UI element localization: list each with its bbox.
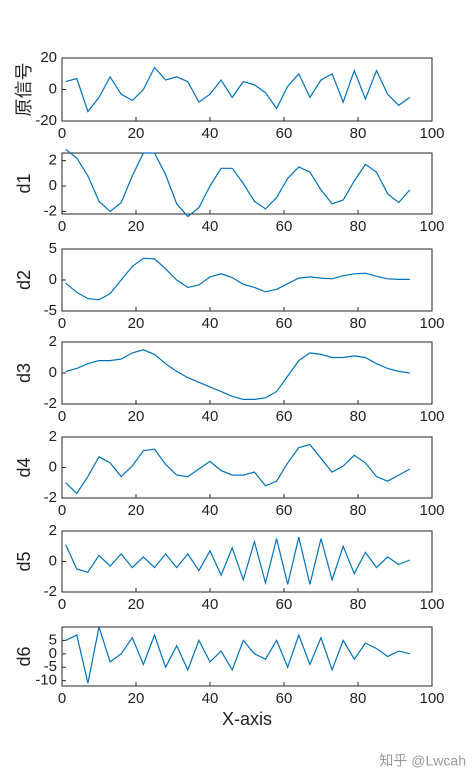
x-tick-label: 100	[419, 315, 444, 332]
x-tick-label: 20	[128, 315, 145, 332]
x-tick-label: 100	[419, 218, 444, 235]
x-tick-label: 60	[276, 218, 293, 235]
y-axis-label: d3	[14, 363, 34, 383]
x-tick-label: 0	[58, 690, 66, 707]
x-tick-label: 80	[350, 218, 367, 235]
x-tick-label: 40	[202, 502, 219, 519]
y-tick-label: -5	[44, 302, 57, 319]
x-tick-label: 0	[58, 408, 66, 425]
y-tick-label: -20	[35, 112, 57, 129]
x-tick-label: 0	[58, 218, 66, 235]
x-tick-label: 60	[276, 596, 293, 613]
y-tick-label: 0	[49, 458, 57, 475]
data-line	[65, 66, 411, 113]
x-tick-label: 20	[128, 408, 145, 425]
x-tick-label: 60	[276, 408, 293, 425]
x-tick-label: 20	[128, 125, 145, 142]
data-line	[65, 148, 411, 218]
axes-box	[61, 152, 433, 215]
data-line	[65, 536, 411, 586]
x-tick-label: 0	[58, 596, 66, 613]
x-tick-label: 20	[128, 218, 145, 235]
y-axis-label: d6	[14, 646, 34, 666]
x-tick-label: 20	[128, 690, 145, 707]
data-line	[65, 626, 410, 684]
y-tick-label: 0	[49, 364, 57, 381]
x-tick-label: 20	[128, 596, 145, 613]
y-tick-label: -2	[44, 395, 57, 412]
y-tick-label: 20	[40, 49, 57, 66]
x-tick-label: 80	[350, 502, 367, 519]
y-tick-label: 2	[49, 522, 57, 539]
y-tick-label: 2	[49, 428, 57, 445]
y-tick-label: 5	[49, 631, 57, 648]
x-tick-label: 20	[128, 502, 145, 519]
y-axis-label: d5	[14, 551, 34, 571]
y-tick-label: -5	[44, 658, 57, 675]
x-tick-label: 80	[350, 690, 367, 707]
x-tick-label: 60	[276, 690, 293, 707]
x-tick-label: 0	[58, 125, 66, 142]
axes-box	[61, 530, 433, 593]
y-tick-label: -2	[44, 583, 57, 600]
y-tick-label: 0	[49, 271, 57, 288]
x-tick-label: 100	[419, 408, 444, 425]
y-tick-label: -10	[35, 672, 57, 689]
y-tick-label: 5	[49, 240, 57, 257]
x-tick-label: 100	[419, 502, 444, 519]
x-tick-label: 60	[276, 125, 293, 142]
data-line	[65, 257, 410, 301]
x-tick-label: 80	[350, 315, 367, 332]
y-tick-label: 2	[49, 333, 57, 350]
x-tick-label: 80	[350, 408, 367, 425]
x-tick-label: 80	[350, 596, 367, 613]
y-tick-label: 0	[49, 177, 57, 194]
y-tick-label: -2	[44, 489, 57, 506]
x-tick-label: 40	[202, 596, 219, 613]
axes-box	[61, 341, 433, 405]
y-tick-label: -2	[44, 202, 57, 219]
y-axis-label: 原信号	[14, 63, 34, 117]
x-tick-label: 40	[202, 218, 219, 235]
y-tick-label: 0	[49, 645, 57, 662]
x-tick-label: 100	[419, 125, 444, 142]
x-tick-label: 0	[58, 315, 66, 332]
y-tick-label: 0	[49, 80, 57, 97]
x-tick-label: 40	[202, 315, 219, 332]
x-tick-label: 0	[58, 502, 66, 519]
x-tick-label: 60	[276, 502, 293, 519]
axes-box	[61, 248, 433, 312]
x-tick-label: 80	[350, 125, 367, 142]
axes-box	[61, 626, 433, 687]
x-axis-label: X-axis	[222, 709, 272, 729]
x-tick-label: 100	[419, 596, 444, 613]
watermark: 知乎 @Lwcah	[379, 753, 466, 769]
y-axis-label: d2	[14, 270, 34, 290]
data-line	[65, 443, 411, 495]
data-line	[65, 349, 410, 400]
x-tick-label: 60	[276, 315, 293, 332]
x-tick-label: 100	[419, 690, 444, 707]
x-tick-label: 40	[202, 125, 219, 142]
y-tick-label: 0	[49, 552, 57, 569]
axes-box	[61, 436, 433, 499]
axes-box	[61, 57, 433, 122]
y-axis-label: d4	[14, 457, 34, 477]
y-axis-label: d1	[14, 173, 34, 193]
x-tick-label: 40	[202, 408, 219, 425]
y-tick-label: 2	[49, 152, 57, 169]
x-tick-label: 40	[202, 690, 219, 707]
